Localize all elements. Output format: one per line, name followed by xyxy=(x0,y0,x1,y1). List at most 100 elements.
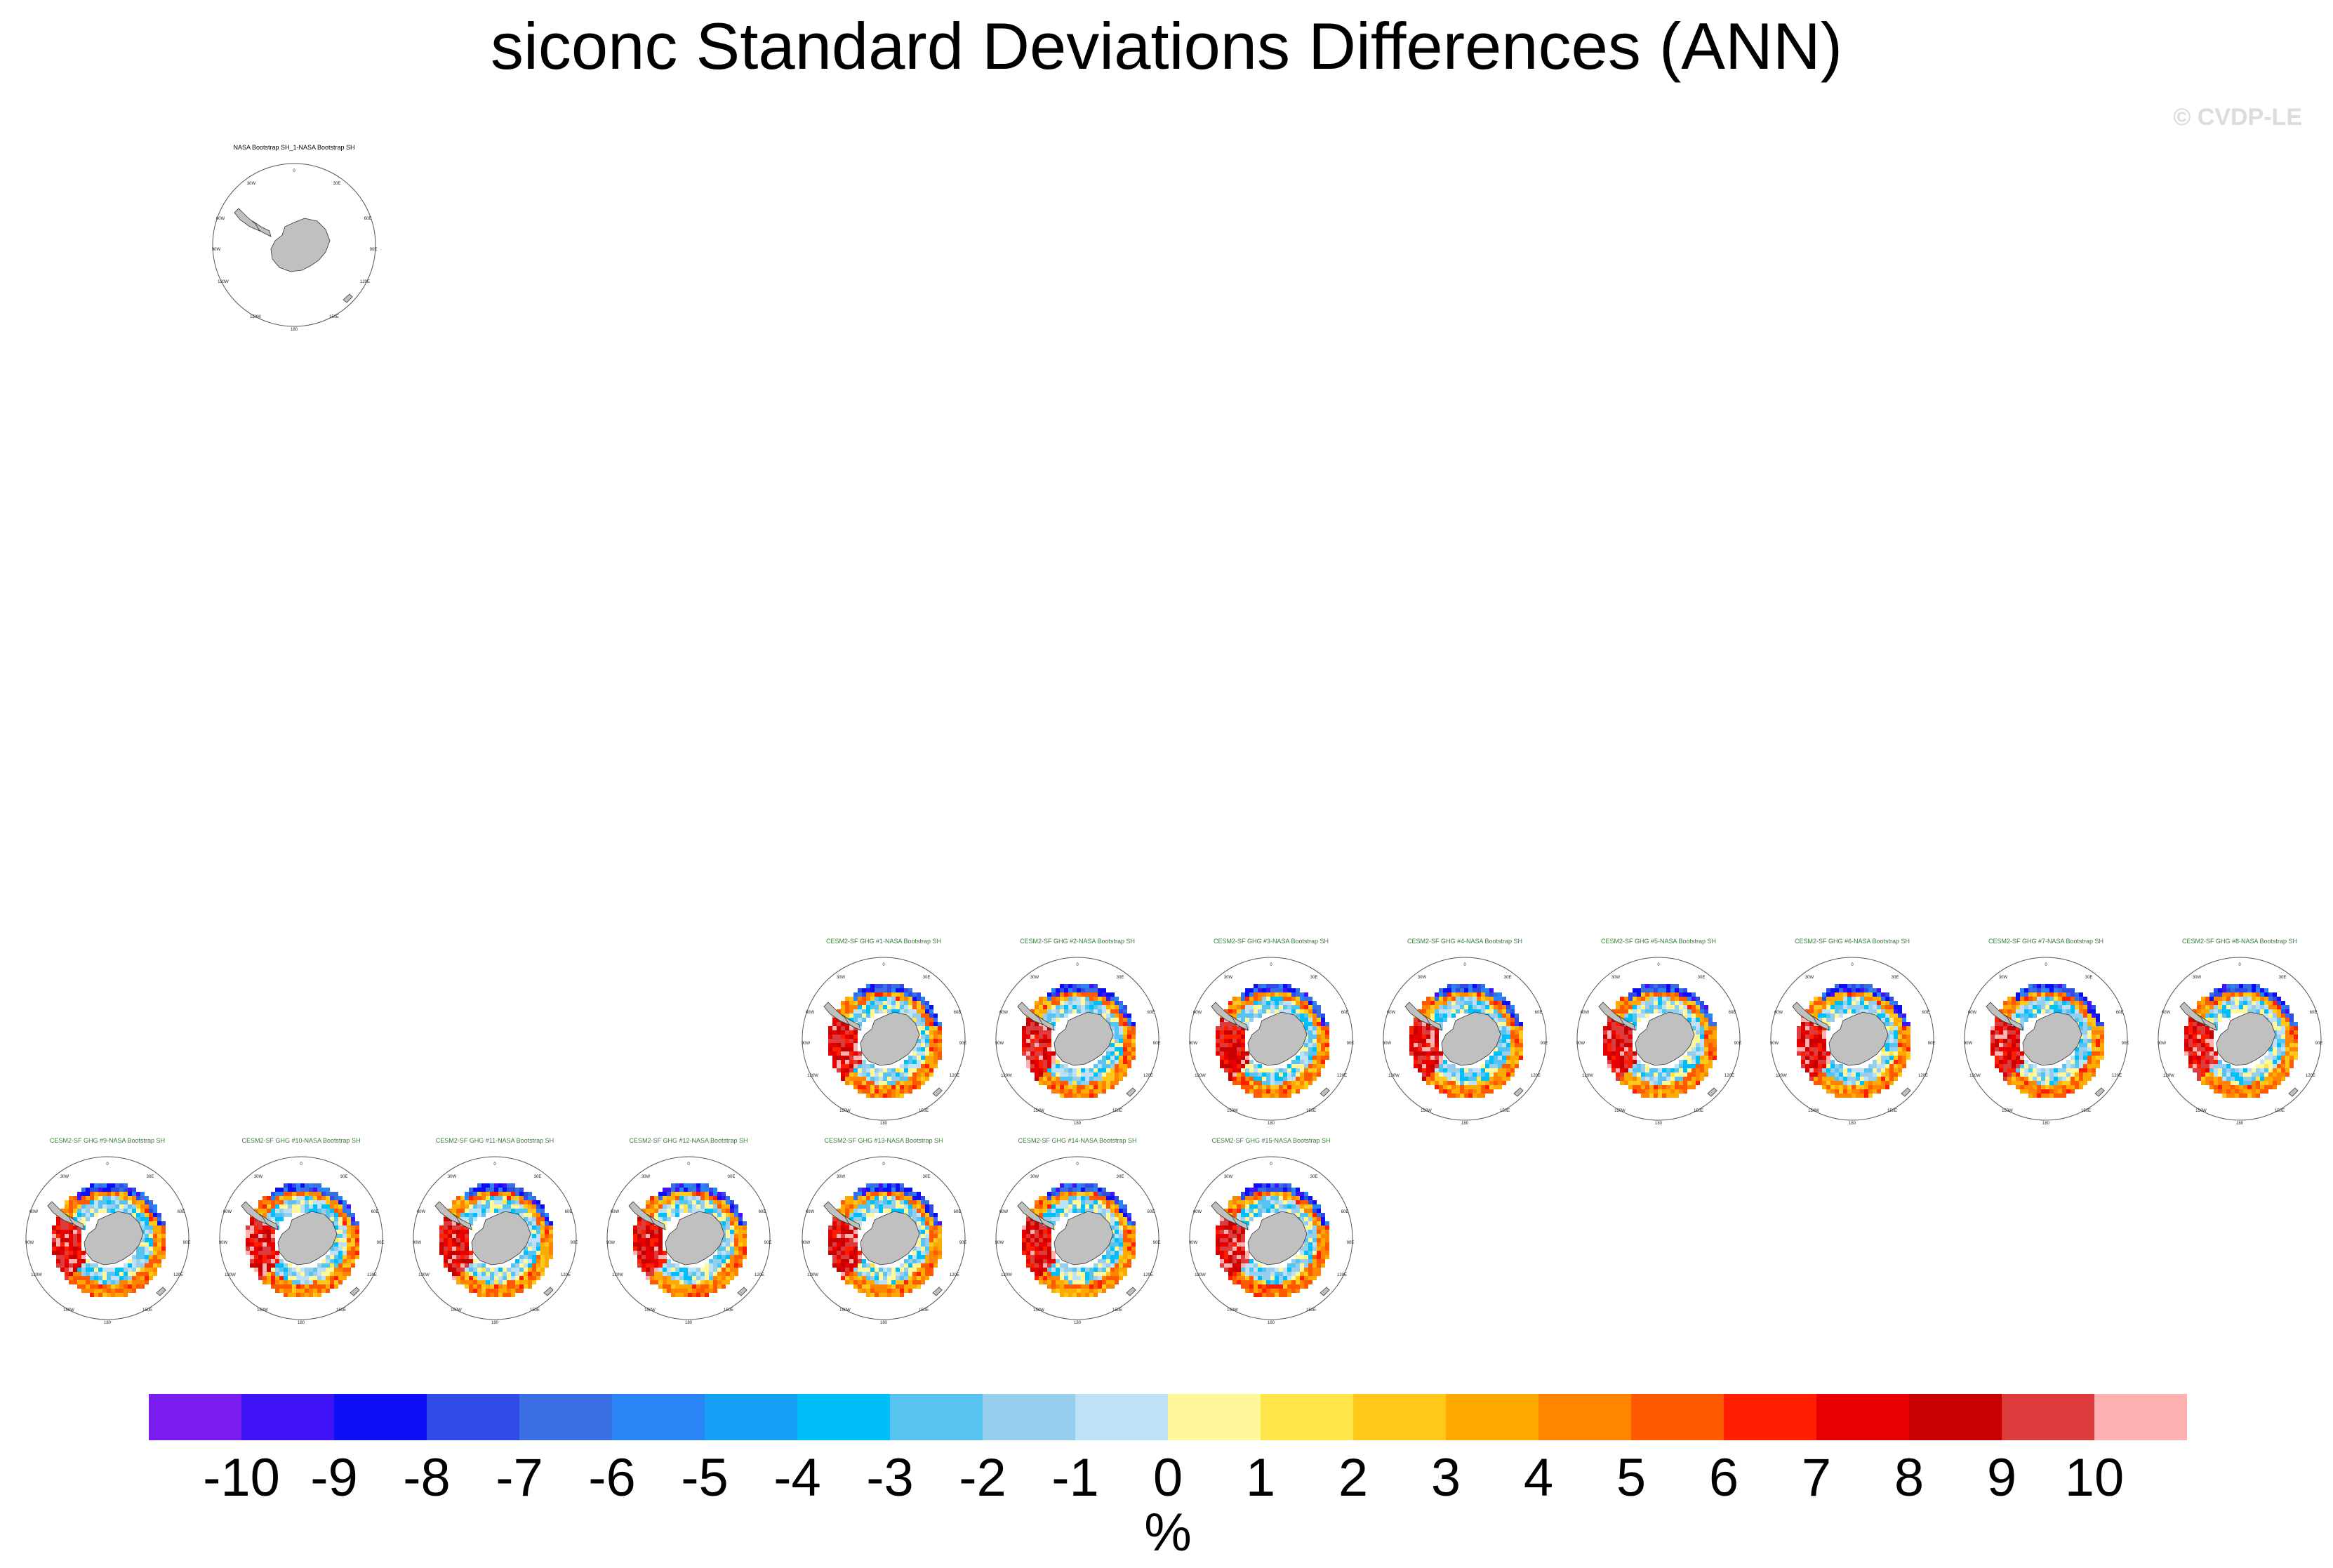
sea-ice-cell xyxy=(1435,1030,1439,1035)
sea-ice-cell xyxy=(2201,1047,2205,1051)
sea-ice-cell xyxy=(1990,1047,1995,1051)
sea-ice-cell xyxy=(1654,1085,1658,1089)
sea-ice-cell xyxy=(1220,1022,1224,1026)
sea-ice-cell xyxy=(1060,1009,1064,1014)
sea-ice-cell xyxy=(1443,1005,1447,1009)
sea-ice-cell xyxy=(1077,1077,1081,1081)
sea-ice-cell xyxy=(515,1196,519,1200)
sea-ice-cell xyxy=(1030,1060,1035,1064)
sea-ice-cell xyxy=(2197,1030,2201,1035)
sea-ice-cell xyxy=(1889,1005,1894,1009)
sea-ice-cell xyxy=(321,1276,326,1280)
sea-ice-cell xyxy=(870,1014,875,1018)
sea-ice-cell xyxy=(2041,1085,2045,1089)
sea-ice-cell xyxy=(887,997,891,1001)
sea-ice-cell xyxy=(1628,1039,1633,1043)
sea-ice-cell xyxy=(1047,1085,1051,1089)
sea-ice-cell xyxy=(511,1188,515,1192)
longitude-label: 150E xyxy=(336,1308,346,1313)
sea-ice-cell xyxy=(2235,1085,2239,1089)
sea-ice-cell xyxy=(1422,1030,1426,1035)
sea-ice-cell xyxy=(1683,1089,1687,1094)
sea-ice-cell xyxy=(1232,1064,1237,1068)
sea-ice-cell xyxy=(2092,1051,2096,1056)
map-boundary xyxy=(219,1156,383,1320)
sea-ice-cell xyxy=(1852,1089,1856,1094)
sea-ice-cell xyxy=(300,1276,305,1280)
sea-ice-cell xyxy=(275,1268,279,1272)
sea-ice-cell xyxy=(452,1259,456,1263)
sea-ice-cell xyxy=(347,1209,351,1213)
sea-ice-cell xyxy=(334,1238,338,1242)
sea-ice-cell xyxy=(1704,1043,1708,1047)
sea-ice-cell xyxy=(1241,992,1245,997)
sea-ice-cell xyxy=(246,1251,250,1255)
sea-ice-cell xyxy=(60,1268,65,1272)
sea-ice-cell xyxy=(879,1001,883,1005)
sea-ice-cell xyxy=(119,1188,124,1192)
sea-ice-cell xyxy=(875,988,879,992)
sea-ice-cell xyxy=(1068,997,1072,1001)
sea-ice-cell xyxy=(2012,1081,2016,1085)
sea-ice-cell xyxy=(2264,1056,2268,1060)
longitude-label: 30E xyxy=(1698,976,1706,980)
sea-ice-cell xyxy=(1422,1039,1426,1043)
sea-ice-cell xyxy=(1224,1039,1228,1043)
sea-ice-cell xyxy=(1519,1056,1523,1060)
sea-ice-cell xyxy=(853,1026,858,1030)
sea-ice-cell xyxy=(1847,1072,1852,1077)
sea-ice-cell xyxy=(1228,1051,1232,1056)
sea-ice-cell xyxy=(912,1009,917,1014)
sea-ice-cell xyxy=(1835,1094,1839,1098)
sea-ice-cell xyxy=(1039,1077,1043,1081)
sea-ice-cell xyxy=(1321,1060,1325,1064)
sea-ice-cell xyxy=(1102,1056,1106,1060)
sea-ice-cell xyxy=(1868,984,1873,988)
sea-ice-cell xyxy=(258,1268,262,1272)
sea-ice-cell xyxy=(1283,992,1287,997)
sea-ice-cell xyxy=(1822,1005,1826,1009)
sea-ice-cell xyxy=(2256,1009,2260,1014)
sea-ice-cell xyxy=(1291,1089,1296,1094)
sea-ice-cell xyxy=(94,1289,98,1293)
sea-ice-cell xyxy=(879,1081,883,1085)
sea-ice-cell xyxy=(1633,1009,1637,1014)
sea-ice-cell xyxy=(938,1051,942,1056)
sea-ice-cell xyxy=(1304,1060,1308,1064)
sea-ice-cell xyxy=(2222,1005,2226,1009)
sea-ice-cell xyxy=(1700,1035,1704,1039)
sea-ice-cell xyxy=(140,1217,145,1221)
sea-ice-cell xyxy=(1898,1072,1902,1077)
sea-ice-cell xyxy=(1051,1056,1056,1060)
sea-ice-cell xyxy=(1115,1026,1119,1030)
sea-ice-cell xyxy=(2007,1001,2012,1005)
sea-ice-cell xyxy=(65,1272,69,1276)
sea-ice-cell xyxy=(536,1209,540,1213)
sea-ice-cell xyxy=(2083,1005,2087,1009)
sea-ice-cell xyxy=(1649,988,1654,992)
sea-ice-cell xyxy=(2256,1068,2260,1072)
sea-ice-cell xyxy=(2252,1072,2256,1077)
sea-ice-cell xyxy=(1898,1009,1902,1014)
sea-ice-cell xyxy=(1510,1022,1515,1026)
sea-ice-cell xyxy=(1473,1081,1477,1085)
sea-ice-cell xyxy=(1422,1056,1426,1060)
sea-ice-cell xyxy=(1072,992,1077,997)
sea-ice-cell xyxy=(1679,1068,1683,1072)
sea-ice-cell xyxy=(334,1276,338,1280)
sea-ice-cell xyxy=(1422,1047,1426,1051)
sea-ice-cell xyxy=(1300,1018,1304,1022)
sea-ice-cell xyxy=(2058,997,2062,1001)
sea-ice-cell xyxy=(452,1200,456,1204)
sea-ice-cell xyxy=(1666,1077,1670,1081)
sea-ice-cell xyxy=(448,1255,452,1259)
sea-ice-cell xyxy=(2016,1005,2020,1009)
sea-ice-cell xyxy=(1418,1030,1422,1035)
sea-ice-cell xyxy=(1275,1085,1279,1089)
sea-ice-cell xyxy=(1241,1056,1245,1060)
sea-ice-cell xyxy=(1131,1039,1136,1043)
sea-ice-cell xyxy=(2024,1018,2028,1022)
sea-ice-cell xyxy=(2247,1009,2252,1014)
sea-ice-cell xyxy=(1805,1068,1809,1072)
sea-ice-cell xyxy=(1637,988,1641,992)
